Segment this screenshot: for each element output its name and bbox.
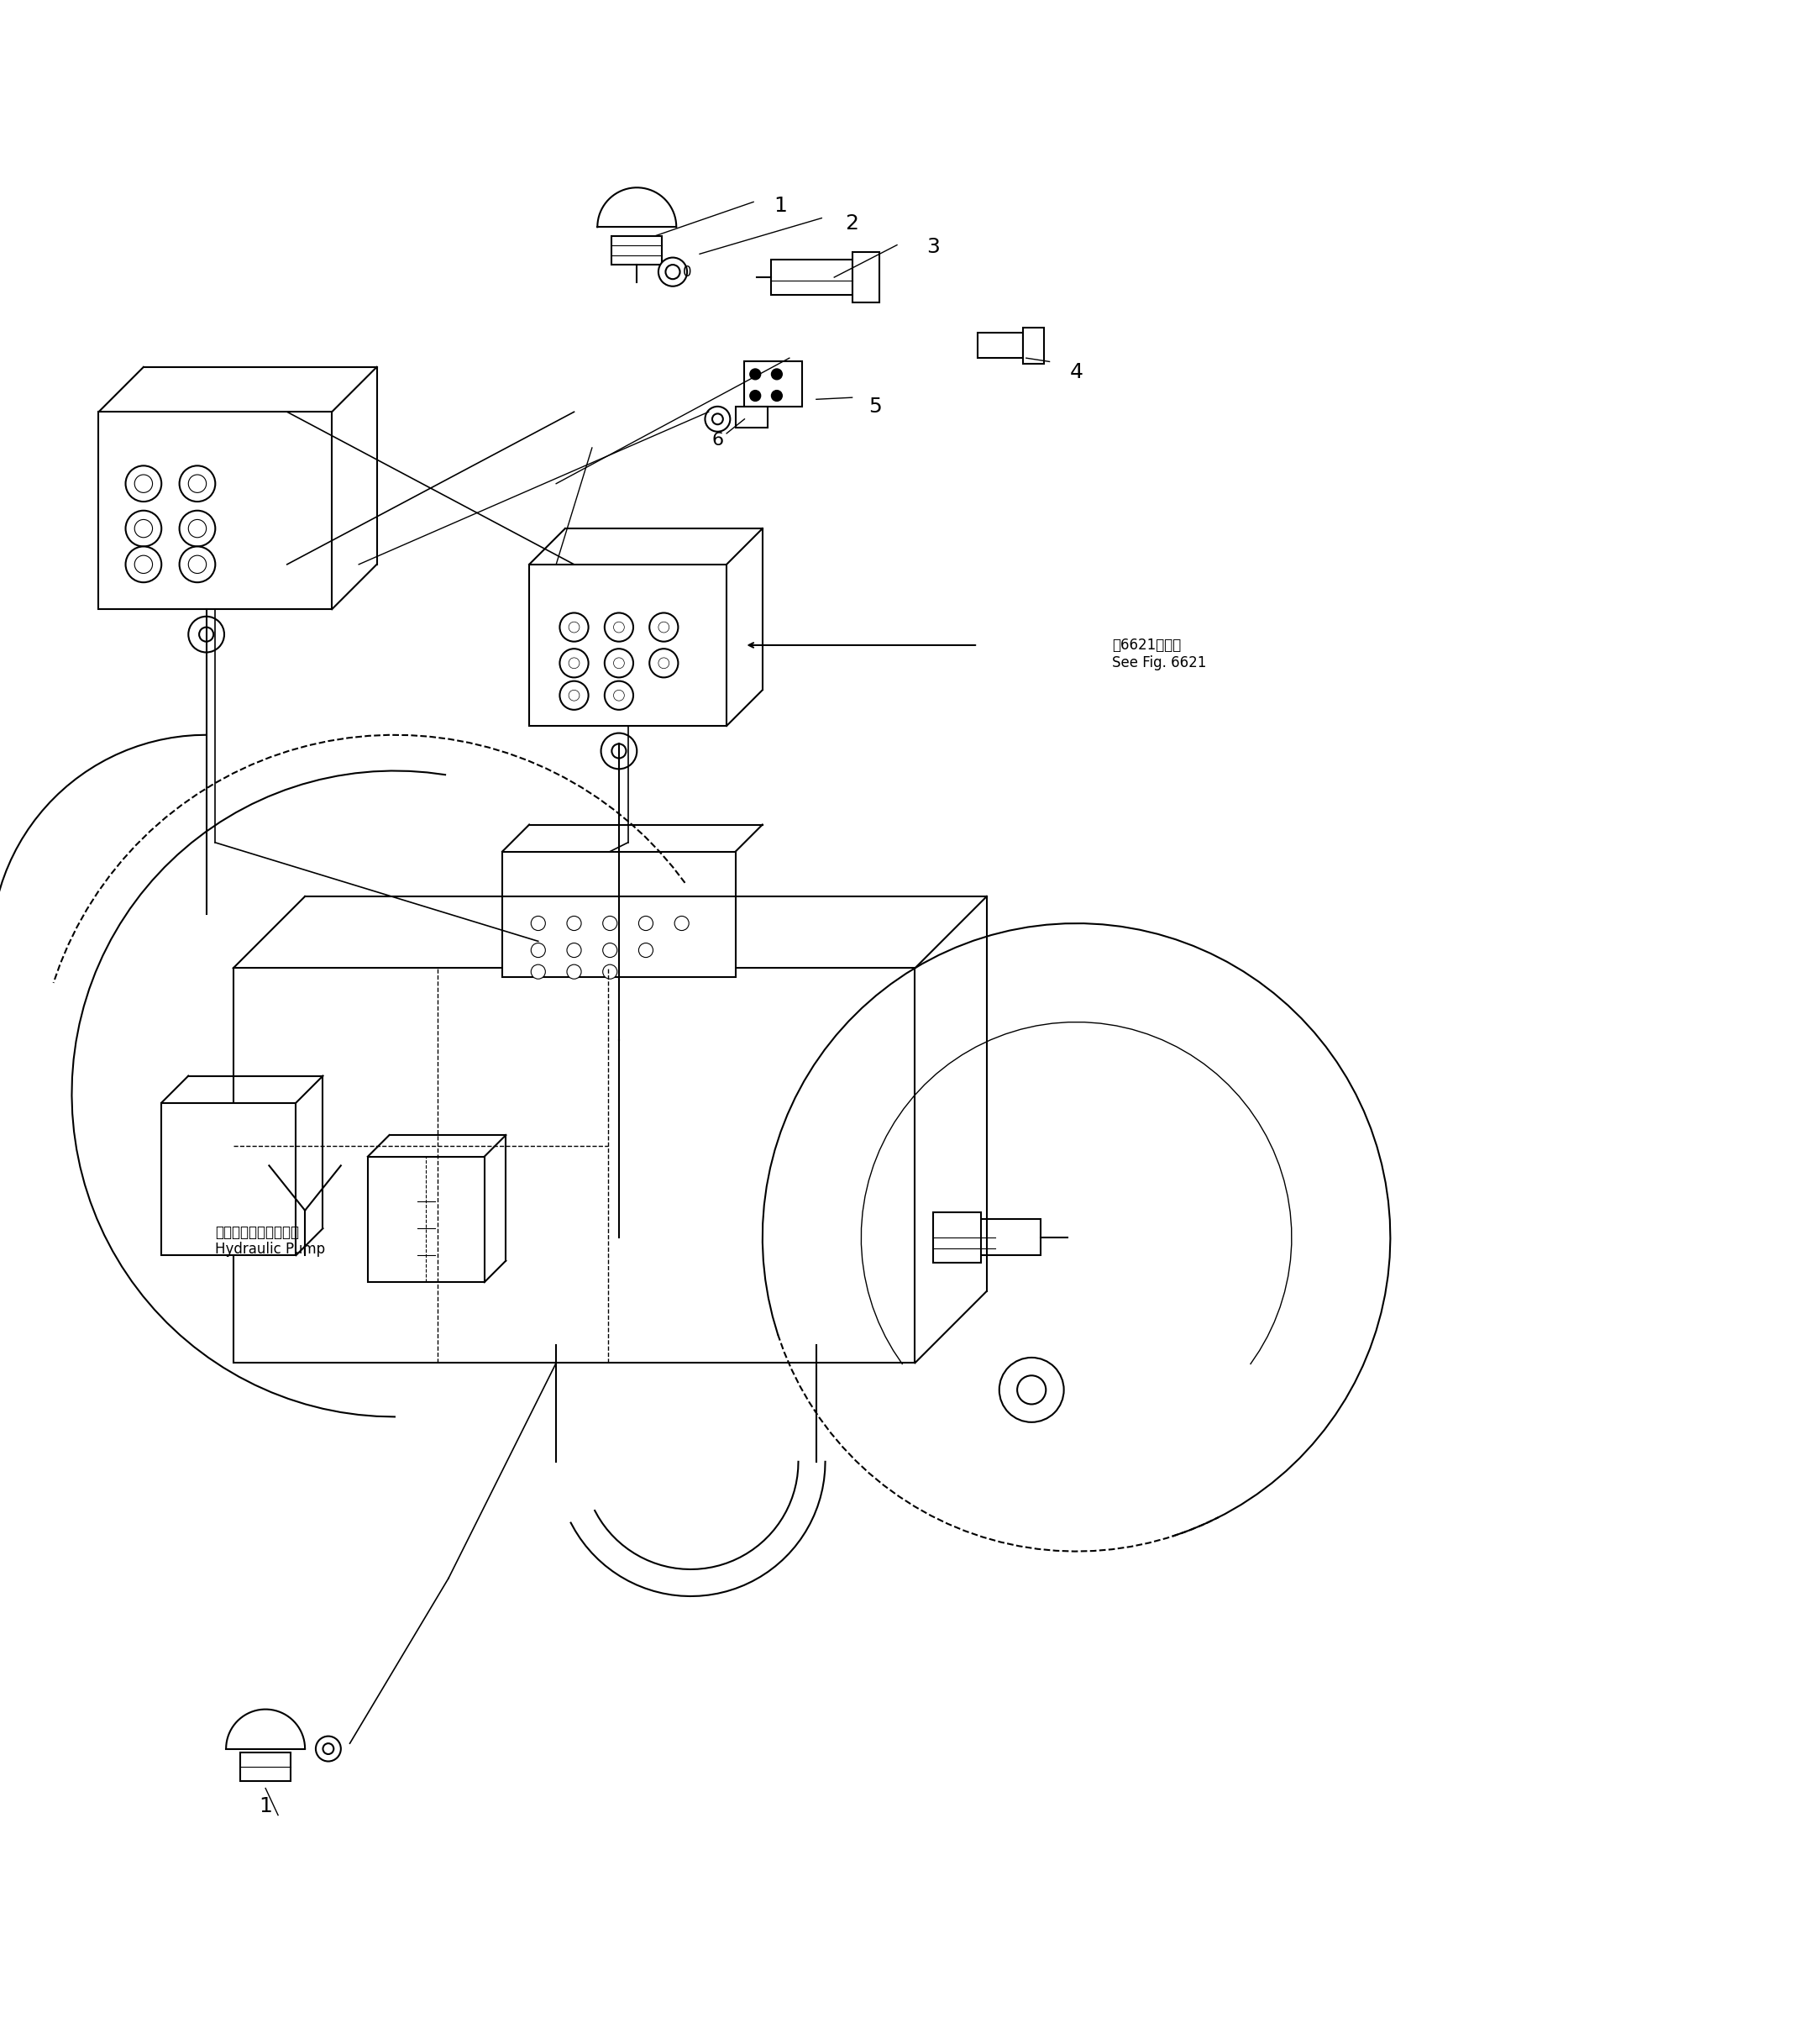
Circle shape [567, 965, 581, 979]
Circle shape [603, 965, 617, 979]
Circle shape [569, 691, 579, 701]
Circle shape [199, 628, 213, 642]
Circle shape [705, 407, 730, 431]
Bar [161, 1104, 296, 1255]
Circle shape [135, 519, 152, 538]
Circle shape [569, 658, 579, 668]
Circle shape [999, 1357, 1064, 1423]
Bar [502, 852, 736, 977]
Bar [368, 1157, 484, 1282]
Circle shape [126, 511, 161, 546]
Circle shape [658, 258, 687, 286]
Circle shape [605, 681, 633, 709]
Bar [771, 260, 852, 294]
Circle shape [560, 648, 588, 677]
Circle shape [658, 621, 669, 632]
Circle shape [771, 390, 782, 401]
Circle shape [603, 942, 617, 957]
Circle shape [639, 916, 653, 930]
Bar [745, 362, 802, 407]
Text: 4: 4 [1069, 362, 1084, 382]
Text: 5: 5 [868, 397, 883, 417]
Circle shape [614, 621, 624, 632]
Circle shape [560, 681, 588, 709]
Circle shape [126, 466, 161, 501]
Circle shape [614, 658, 624, 668]
Circle shape [675, 916, 689, 930]
Circle shape [601, 734, 637, 769]
Text: 2: 2 [845, 213, 859, 233]
Circle shape [712, 413, 723, 425]
Circle shape [531, 916, 545, 930]
Circle shape [649, 648, 678, 677]
Circle shape [750, 368, 761, 380]
Text: 3: 3 [926, 237, 940, 258]
Circle shape [560, 613, 588, 642]
Circle shape [567, 916, 581, 930]
Circle shape [179, 466, 215, 501]
Circle shape [188, 519, 206, 538]
Circle shape [126, 546, 161, 583]
Circle shape [135, 474, 152, 493]
Circle shape [323, 1744, 334, 1754]
Text: 1: 1 [773, 196, 788, 215]
Circle shape [666, 266, 680, 280]
Bar [529, 564, 727, 726]
Circle shape [188, 556, 206, 574]
Circle shape [569, 621, 579, 632]
Circle shape [603, 916, 617, 930]
Bar [736, 407, 768, 427]
Circle shape [531, 942, 545, 957]
Circle shape [612, 744, 626, 758]
Bar [978, 1220, 1041, 1255]
Circle shape [188, 474, 206, 493]
Circle shape [658, 658, 669, 668]
Bar [933, 1212, 981, 1263]
Bar [978, 333, 1023, 358]
Circle shape [531, 965, 545, 979]
Circle shape [188, 617, 224, 652]
Text: 0: 0 [684, 264, 691, 280]
Circle shape [614, 691, 624, 701]
Bar [240, 1752, 291, 1780]
Text: ハイドロリックポンプ
Hydraulic Pump: ハイドロリックポンプ Hydraulic Pump [215, 1224, 325, 1257]
Circle shape [1017, 1376, 1046, 1404]
Circle shape [179, 546, 215, 583]
Circle shape [605, 613, 633, 642]
Circle shape [179, 511, 215, 546]
Circle shape [771, 368, 782, 380]
Bar [1023, 327, 1044, 364]
Bar [852, 251, 879, 303]
Circle shape [605, 648, 633, 677]
Bar [99, 413, 332, 609]
Circle shape [649, 613, 678, 642]
Circle shape [135, 556, 152, 574]
Text: 第6621図参照
See Fig. 6621: 第6621図参照 See Fig. 6621 [1112, 638, 1207, 670]
Circle shape [567, 942, 581, 957]
Text: 1: 1 [258, 1797, 273, 1817]
Circle shape [316, 1735, 341, 1762]
Circle shape [639, 942, 653, 957]
Bar [612, 235, 662, 266]
Text: 6: 6 [712, 431, 723, 450]
Bar [233, 969, 915, 1363]
Circle shape [750, 390, 761, 401]
